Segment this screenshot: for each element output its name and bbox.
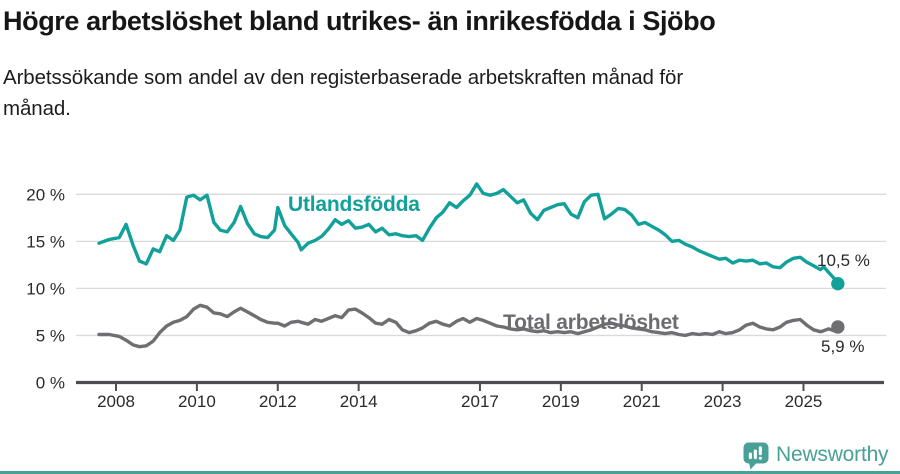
newsworthy-logo-icon: [743, 442, 769, 470]
series-label-utlandsfodda: Utlandsfödda: [288, 193, 420, 216]
series-label-total: Total arbetslöshet: [503, 311, 679, 334]
end-dot-utlandsfodda: [831, 276, 845, 291]
x-axis-label-2023: 2023: [704, 392, 742, 411]
newsworthy-logo-text: Newsworthy: [776, 443, 889, 466]
x-axis-label-2019: 2019: [542, 392, 580, 411]
x-axis-label-2010: 2010: [178, 392, 216, 411]
end-dot-total: [831, 320, 845, 334]
y-axis-label-5: 5 %: [36, 326, 65, 345]
y-axis-label-10: 10 %: [26, 279, 65, 298]
x-axis-label-2025: 2025: [785, 392, 823, 411]
brand-bottom-strip: [0, 471, 900, 474]
page-title: Högre arbetslöshet bland utrikes- än inr…: [3, 6, 716, 36]
x-axis-label-2021: 2021: [623, 392, 661, 411]
chart-subtitle: Arbetssökande som andel av den registerb…: [3, 62, 763, 124]
y-axis-label-15: 15 %: [26, 232, 65, 251]
y-axis-label-0: 0 %: [36, 374, 65, 393]
x-axis-label-2017: 2017: [461, 392, 499, 411]
x-axis-label-2014: 2014: [340, 392, 378, 411]
series-line-total: [97, 303, 840, 349]
subtitle-line-2: månad.: [3, 97, 71, 120]
end-value-label-utlandsfodda: 10,5 %: [817, 251, 870, 270]
series-line-utlandsfodda: [97, 182, 840, 286]
x-axis-label-2012: 2012: [259, 392, 297, 411]
x-axis-label-2008: 2008: [97, 392, 135, 411]
y-axis-label-20: 20 %: [26, 185, 65, 204]
newsworthy-logo: Newsworthy: [743, 442, 889, 472]
end-value-label-total: 5,9 %: [821, 337, 864, 356]
subtitle-line-1: Arbetssökande som andel av den registerb…: [3, 66, 684, 89]
